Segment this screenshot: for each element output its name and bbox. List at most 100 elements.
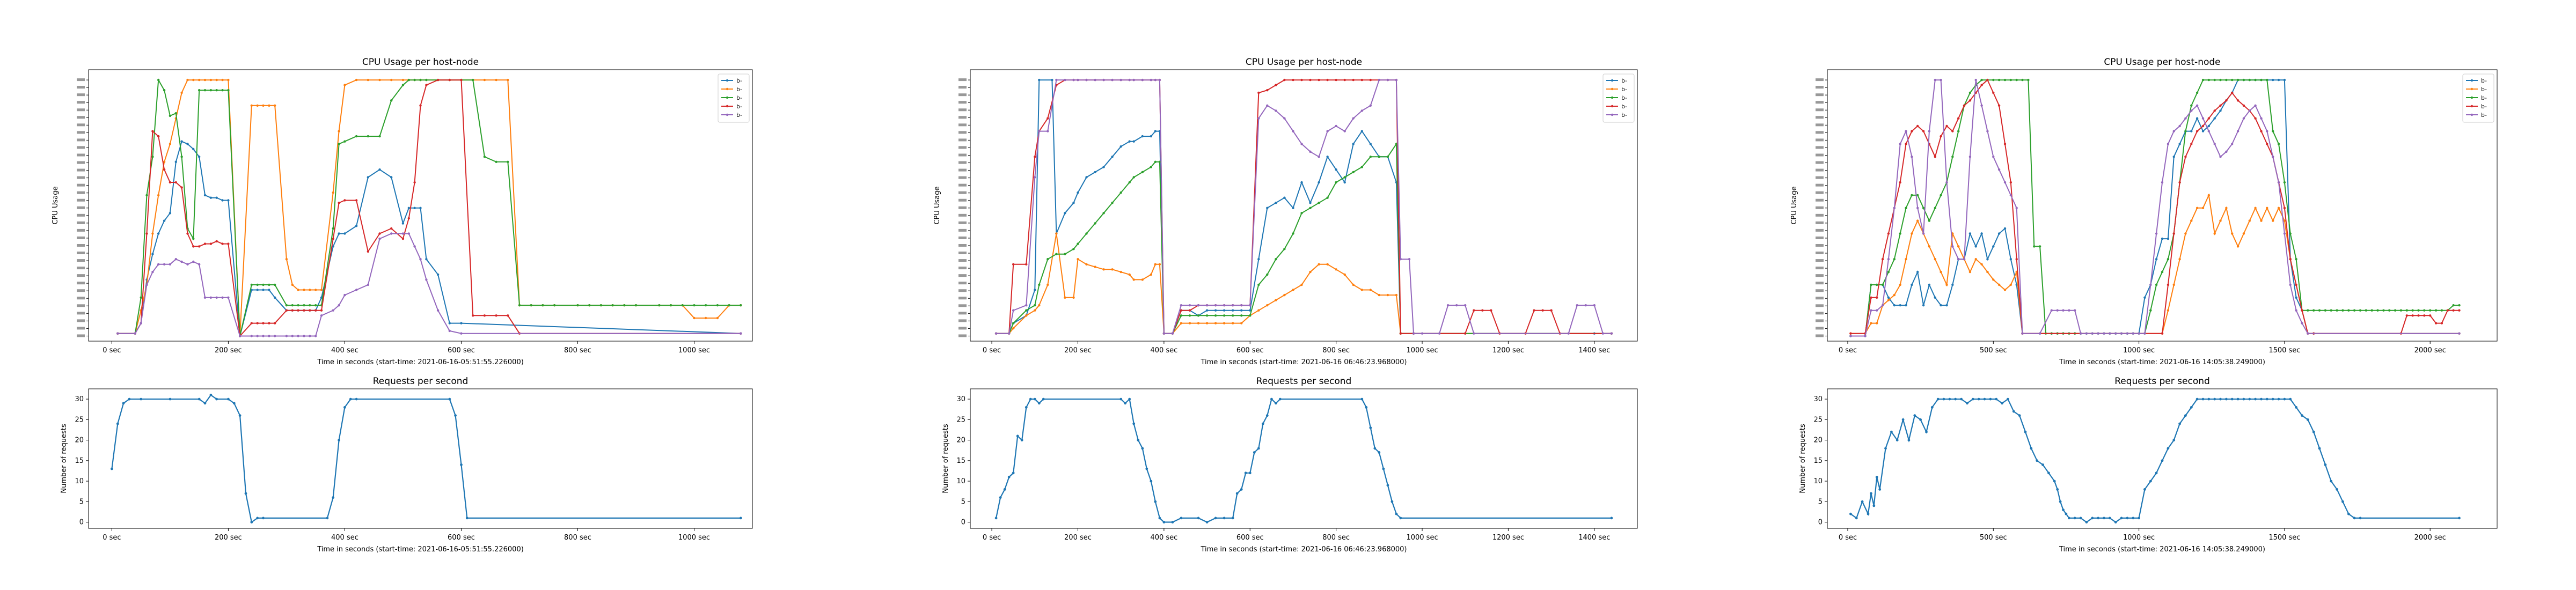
data-point [413,181,416,184]
x-tick-label: 400 sec [331,534,358,542]
data-point [2382,309,2385,312]
data-point [256,517,259,520]
data-point [1197,322,1200,324]
y-tick-label [1816,319,1824,322]
y-tick-label: 15 [1813,457,1823,465]
y-tick-label: 0 [961,519,965,527]
data-point [1893,304,1896,307]
data-point [1490,309,1492,312]
data-point [1887,258,1890,261]
data-point [1154,500,1157,503]
legend-marker [2470,113,2473,116]
data-point [2272,130,2274,132]
data-point [186,263,189,266]
data-point [2196,206,2199,209]
y-tick-label [958,78,967,82]
data-point [250,521,253,523]
data-point [197,397,201,401]
y-tick-label [958,334,967,337]
data-point [140,322,142,324]
data-point [1150,78,1152,82]
series-line [111,394,741,523]
y-tick-label [77,161,85,164]
data-point [1214,322,1217,324]
data-point [145,232,148,235]
data-point [1861,500,1864,503]
y-tick-label [958,319,967,322]
data-point [2027,78,2030,82]
data-point [1162,521,1166,523]
data-point [454,414,457,417]
data-point [1928,130,1931,132]
data-point [1275,258,1277,261]
data-point [1610,517,1613,520]
y-tick-label [77,252,85,255]
data-point [669,304,672,307]
legend-marker [726,96,729,99]
data-point [169,397,172,401]
data-point [1916,206,1919,209]
data-point [728,304,730,307]
y-tick-label [958,259,967,262]
data-point [1055,253,1058,255]
data-point [157,263,160,266]
y-tick-label [1816,228,1824,232]
data-point [994,517,998,520]
data-point [2030,447,2033,450]
data-point [2065,512,2068,515]
data-point [1890,430,1893,433]
legend-label: b- [736,103,742,110]
data-point [1309,78,1312,82]
y-tick-label: 20 [75,437,84,445]
data-point [169,143,172,145]
data-point [2009,283,2012,286]
data-point [1899,181,1901,184]
data-point [2417,314,2420,317]
data-point [2330,309,2332,312]
data-point [419,258,422,261]
data-point [163,219,166,222]
y-tick-label [1816,138,1824,142]
y-tick-label [958,274,967,277]
data-point [2411,309,2414,312]
data-point [1948,397,1951,401]
y-tick-label [958,123,967,127]
chart-0: CPU Usage per host-node Time in seconds (… [52,57,753,366]
data-point [1012,263,1015,266]
data-point [250,104,253,107]
x-tick-label: 800 sec [1322,346,1350,355]
data-point [1016,434,1019,438]
data-point [1232,314,1234,317]
data-point [192,245,195,248]
data-point [1369,289,1372,291]
data-point [1275,402,1277,405]
data-point [1382,467,1385,470]
data-point [2167,309,2170,312]
data-point [1197,314,1200,317]
data-point [1997,232,2001,235]
legend-marker [1611,96,1614,99]
data-point [2266,130,2268,132]
data-point [1963,104,1966,107]
data-point [1257,309,1260,312]
data-point [1025,314,1028,317]
data-point [2184,130,2187,132]
legend-box [1602,73,1635,123]
legend-label: b- [1621,112,1627,119]
data-point [2230,397,2234,401]
data-point [1064,212,1066,215]
data-point [1141,78,1144,82]
x-tick-label: 800 sec [564,534,591,542]
data-point [1038,283,1041,286]
data-point [2178,143,2181,145]
data-point [303,304,305,307]
data-point [343,199,346,202]
data-point [1473,309,1475,312]
data-point [1876,322,1878,324]
data-point [2155,471,2158,475]
data-point [1945,283,1948,286]
data-point [1223,322,1226,324]
data-point [1300,283,1303,286]
data-point [1072,78,1075,82]
data-point [203,402,207,405]
